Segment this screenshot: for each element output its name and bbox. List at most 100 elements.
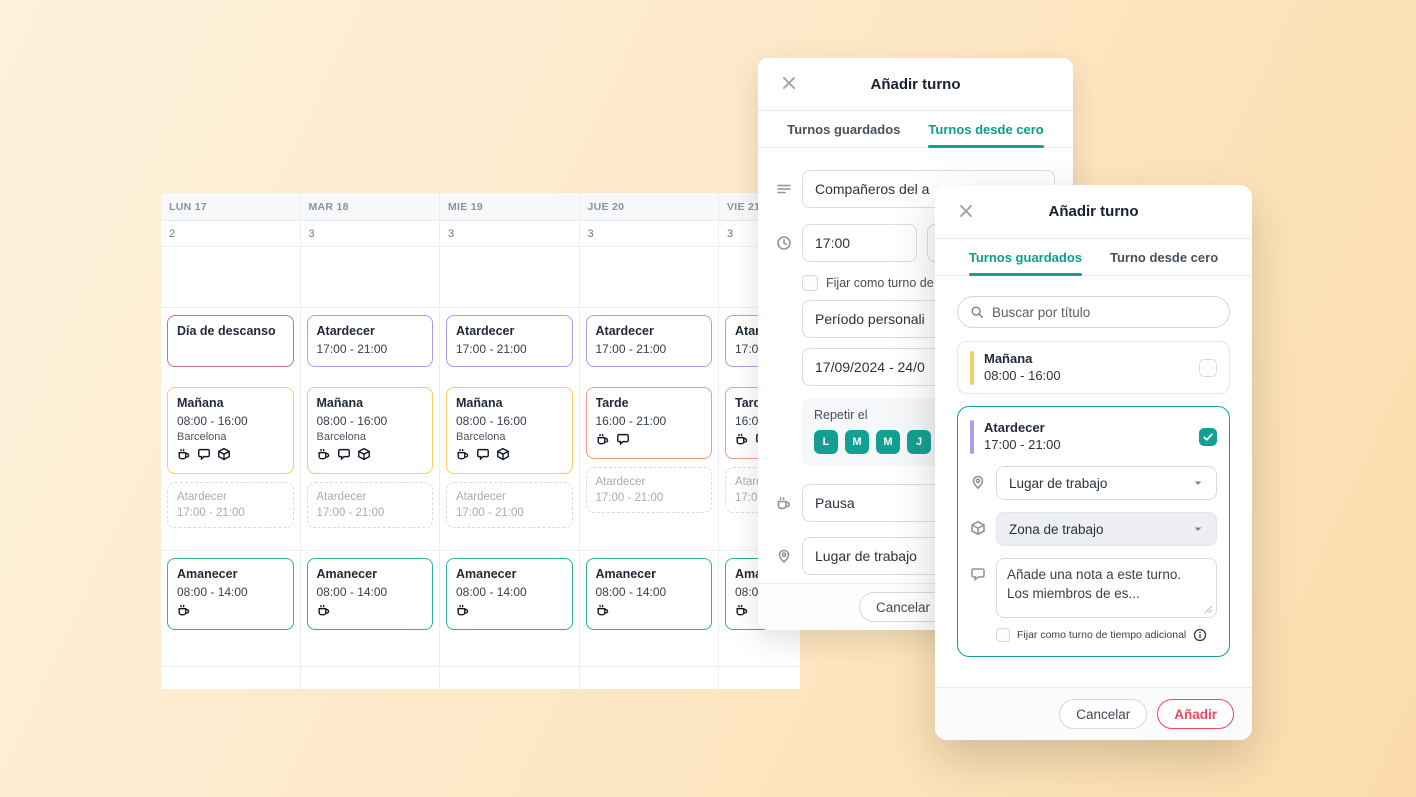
ghost-title: Atardecer bbox=[595, 476, 646, 488]
add-button[interactable]: Añadir bbox=[1157, 699, 1234, 729]
shift-color-bar bbox=[970, 350, 974, 385]
shift-time: 08:00 - 16:00 bbox=[456, 414, 527, 428]
shift-card-dawn[interactable]: Amanecer 08:00 - 14:00 bbox=[306, 558, 433, 630]
saved-shift-option-manana[interactable]: Mañana 08:00 - 16:00 bbox=[957, 341, 1230, 394]
day-chip-m1[interactable]: M bbox=[845, 430, 869, 454]
day-header: LUN 17 bbox=[161, 193, 300, 221]
break-icon bbox=[177, 603, 191, 622]
shift-title: Amanecer bbox=[456, 567, 517, 581]
option-time: 17:00 - 21:00 bbox=[984, 437, 1061, 452]
option-title: Atardecer bbox=[984, 420, 1045, 435]
tab-turno-desde-cero[interactable]: Turno desde cero bbox=[1110, 249, 1219, 265]
break-icon bbox=[735, 603, 749, 622]
ghost-shift-card[interactable]: Atardecer 17:00 - 21:00 bbox=[446, 482, 573, 528]
close-icon[interactable] bbox=[957, 202, 977, 222]
ghost-time: 17:00 - 21:00 bbox=[595, 492, 664, 504]
start-time-input[interactable]: 17:00 bbox=[802, 224, 917, 262]
shift-title: Mañana bbox=[177, 396, 224, 410]
shift-card-dawn[interactable]: Amanecer 08:00 - 14:00 bbox=[167, 558, 294, 630]
day-column-jue: JUE 20 3 Atardecer 17:00 - 21:00 Tarde 1… bbox=[579, 193, 719, 689]
workzone-dropdown[interactable]: Zona de trabajo bbox=[996, 512, 1217, 546]
shift-card-morning[interactable]: Mañana 08:00 - 16:00 Barcelona bbox=[167, 387, 294, 474]
add-shift-modal-front: Añadir turno Turnos guardados Turno desd… bbox=[935, 185, 1252, 740]
day-chip-l[interactable]: L bbox=[814, 430, 838, 454]
shift-time: 08:00 - 14:00 bbox=[177, 585, 248, 599]
ghost-time: 17:00 - 21:00 bbox=[456, 507, 524, 519]
break-icon bbox=[456, 603, 470, 622]
search-input[interactable]: Buscar por título bbox=[957, 296, 1230, 328]
check-icon bbox=[1203, 433, 1213, 441]
shift-time: 17:00 - 21:00 bbox=[595, 342, 667, 356]
day-column-lun: LUN 17 2 Día de descanso Mañana 08:00 - … bbox=[161, 193, 301, 689]
shift-card-dawn[interactable]: Amanecer 08:00 - 14:00 bbox=[585, 558, 712, 630]
empty-row bbox=[300, 247, 439, 308]
shift-location: Barcelona bbox=[316, 431, 367, 443]
cancel-button[interactable]: Cancelar bbox=[859, 592, 948, 622]
empty-row bbox=[579, 247, 718, 308]
shift-card-dawn[interactable]: Amanecer 08:00 - 14:00 bbox=[446, 558, 573, 630]
note-icon bbox=[337, 447, 351, 466]
info-icon[interactable] bbox=[1193, 628, 1207, 642]
day-header: JUE 20 bbox=[579, 193, 718, 221]
option-title: Mañana bbox=[984, 351, 1033, 366]
shift-time: 08:00 - 14:00 bbox=[595, 585, 667, 599]
shift-card-sunset[interactable]: Atardecer 17:00 - 21:00 bbox=[446, 315, 573, 367]
zone-icon bbox=[357, 447, 371, 466]
tab-turnos-guardados[interactable]: Turnos guardados bbox=[968, 239, 1083, 276]
search-icon bbox=[971, 306, 983, 318]
shift-title: Atardecer bbox=[595, 324, 654, 338]
title-lines-icon bbox=[776, 181, 802, 197]
note-icon bbox=[197, 447, 211, 466]
shift-title: Amanecer bbox=[595, 567, 656, 581]
shift-card-morning[interactable]: Mañana 08:00 - 16:00 Barcelona bbox=[306, 387, 433, 474]
note-textarea[interactable]: Añade una nota a este turno. Los miembro… bbox=[996, 558, 1217, 618]
tab-turnos-guardados[interactable]: Turnos guardados bbox=[787, 121, 901, 137]
shift-card-rest-day[interactable]: Día de descanso bbox=[167, 315, 294, 367]
close-icon[interactable] bbox=[780, 74, 800, 94]
option-checkbox-checked[interactable] bbox=[1199, 427, 1217, 446]
modal-title: Añadir turno bbox=[870, 75, 961, 93]
search-placeholder: Buscar por título bbox=[992, 304, 1091, 320]
empty-row bbox=[161, 247, 300, 308]
cancel-button[interactable]: Cancelar bbox=[1059, 699, 1148, 729]
zone-icon bbox=[970, 512, 996, 541]
place-icon bbox=[970, 466, 996, 495]
day-header: MAR 18 bbox=[300, 193, 439, 221]
ghost-shift-card[interactable]: Atardecer 17:00 - 21:00 bbox=[585, 467, 712, 513]
schedule-calendar: LUN 17 2 Día de descanso Mañana 08:00 - … bbox=[161, 193, 800, 689]
shift-time: 08:00 - 14:00 bbox=[316, 585, 388, 599]
tab-turnos-desde-cero[interactable]: Turnos desde cero bbox=[928, 111, 1045, 148]
shift-title: Tarde bbox=[595, 396, 629, 410]
day-chip-j[interactable]: J bbox=[907, 430, 931, 454]
shift-name-input[interactable]: Compañeros del a bbox=[802, 170, 1055, 208]
shift-title: Atardecer bbox=[456, 324, 515, 338]
extra-time-checkbox[interactable] bbox=[996, 628, 1010, 642]
ghost-shift-card[interactable]: Atardecer 17:00 - 21:00 bbox=[306, 482, 433, 528]
note-icon bbox=[970, 558, 996, 587]
zone-icon bbox=[496, 447, 510, 466]
resize-grip-icon[interactable] bbox=[1204, 605, 1213, 614]
fix-shift-label: Fijar como turno de bbox=[826, 276, 934, 290]
day-chip-m2[interactable]: M bbox=[876, 430, 900, 454]
shift-card-sunset[interactable]: Atardecer 17:00 - 21:00 bbox=[306, 315, 433, 367]
fix-shift-checkbox[interactable] bbox=[802, 275, 818, 291]
shift-card-morning[interactable]: Mañana 08:00 - 16:00 Barcelona bbox=[446, 387, 573, 474]
break-icon bbox=[317, 447, 331, 466]
shift-color-bar bbox=[970, 419, 974, 454]
saved-shift-option-atardecer[interactable]: Atardecer 17:00 - 21:00 Lugar de trabajo bbox=[957, 406, 1230, 657]
break-icon bbox=[596, 603, 610, 622]
shift-time: 08:00 - 14:00 bbox=[456, 585, 527, 599]
ghost-shift-card[interactable]: Atardecer 17:00 - 21:00 bbox=[167, 482, 294, 528]
workplace-dropdown[interactable]: Lugar de trabajo bbox=[996, 466, 1217, 500]
modal-title: Añadir turno bbox=[1048, 203, 1139, 220]
option-checkbox[interactable] bbox=[1199, 358, 1217, 377]
ghost-title: Atardecer bbox=[316, 491, 367, 503]
shift-title: Mañana bbox=[316, 396, 364, 410]
chevron-down-icon bbox=[1192, 477, 1204, 489]
chevron-down-icon bbox=[1192, 523, 1204, 535]
shift-card-afternoon[interactable]: Tarde 16:00 - 21:00 bbox=[585, 387, 712, 459]
break-icon bbox=[456, 447, 470, 466]
shift-card-sunset[interactable]: Atardecer 17:00 - 21:00 bbox=[585, 315, 712, 367]
ghost-time: 17:00 - 21:00 bbox=[177, 507, 245, 519]
